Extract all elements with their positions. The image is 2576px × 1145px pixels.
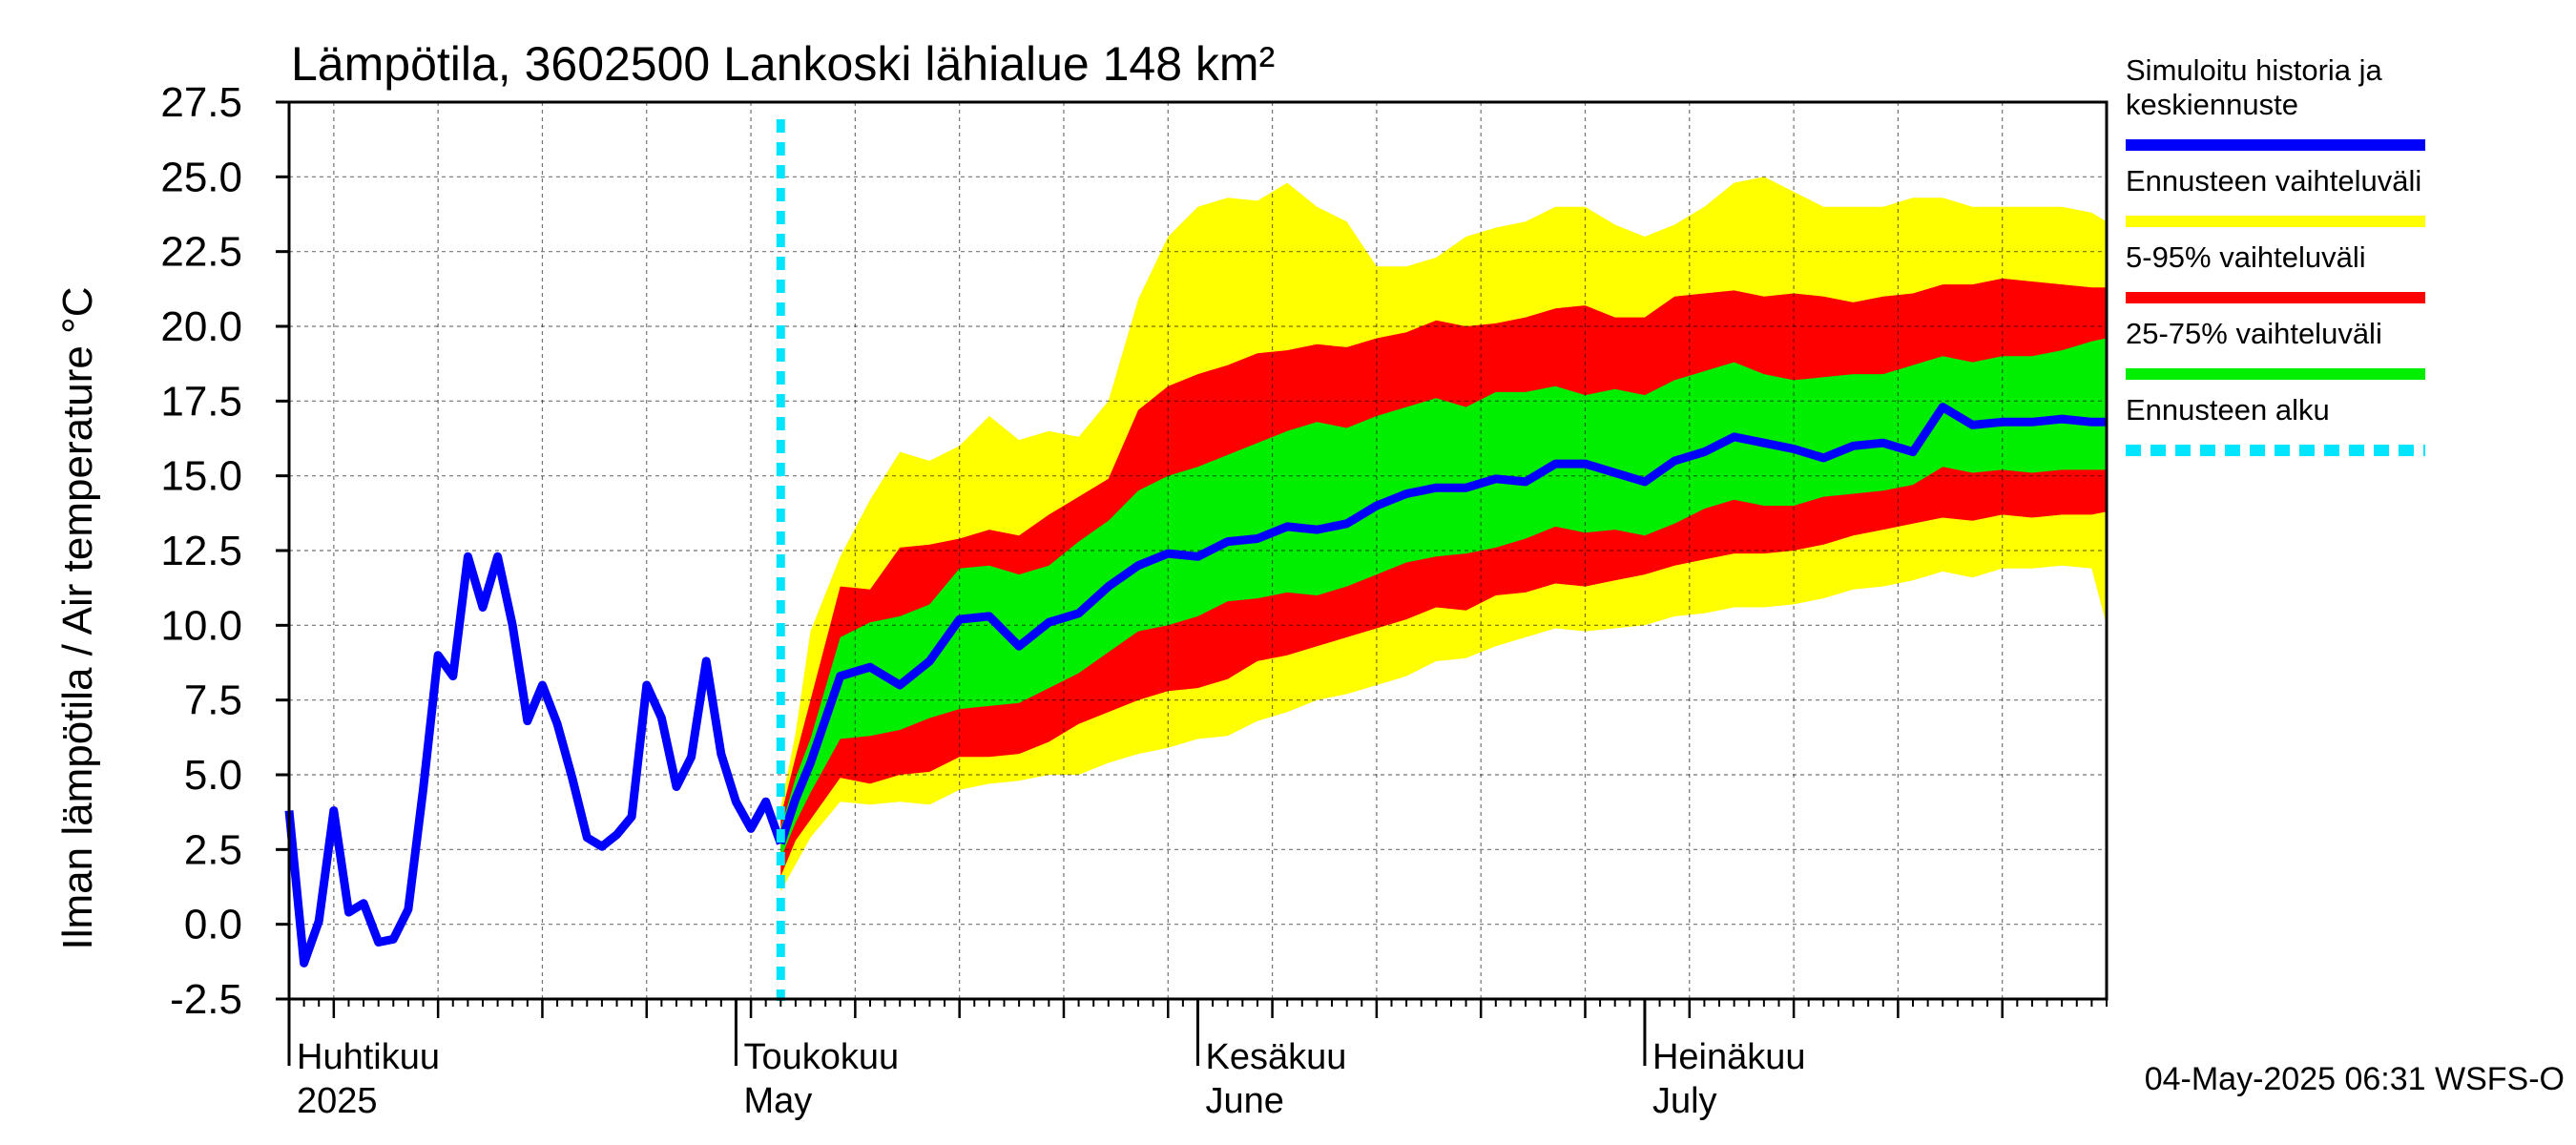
y-tick-label: 22.5 xyxy=(160,229,242,276)
footer-timestamp: 04-May-2025 06:31 WSFS-O xyxy=(2145,1061,2565,1097)
y-tick-label: 10.0 xyxy=(160,602,242,649)
y-tick-label: 2.5 xyxy=(184,826,242,873)
month-label-fi: Heinäkuu xyxy=(1652,1037,1806,1077)
y-tick-label: 0.0 xyxy=(184,902,242,948)
forecast-mean-line xyxy=(777,403,2107,845)
y-tick-label: 5.0 xyxy=(184,752,242,799)
y-tick-label: 25.0 xyxy=(160,154,242,200)
y-tick-label: -2.5 xyxy=(170,976,242,1023)
legend-label: Ennusteen vaihteluväli xyxy=(2126,164,2421,198)
legend-label: 25-75% vaihteluväli xyxy=(2126,317,2382,350)
chart-title: Lämpötila, 3602500 Lankoski lähialue 148… xyxy=(291,37,1275,91)
month-label-fi: Huhtikuu xyxy=(297,1037,440,1077)
band-25-75 xyxy=(780,338,2107,859)
y-tick-label: 15.0 xyxy=(160,453,242,500)
month-label-en: 2025 xyxy=(297,1081,378,1121)
month-label-fi: Kesäkuu xyxy=(1206,1037,1347,1077)
forecast-bands xyxy=(780,177,2107,892)
y-tick-label: 7.5 xyxy=(184,677,242,724)
legend-label: keskiennuste xyxy=(2126,88,2298,121)
series-lines xyxy=(284,119,2107,1001)
legend-label: 5-95% vaihteluväli xyxy=(2126,240,2366,274)
y-tick-label: 27.5 xyxy=(160,79,242,126)
month-label-en: June xyxy=(1206,1081,1284,1121)
y-tick-label: 20.0 xyxy=(160,303,242,350)
month-label-en: July xyxy=(1652,1081,1717,1121)
legend-label: Ennusteen alku xyxy=(2126,393,2330,427)
month-label-en: May xyxy=(743,1081,812,1121)
legend-label: Simuloitu historia ja xyxy=(2126,53,2383,87)
y-tick-label: 17.5 xyxy=(160,378,242,425)
y-axis-label: Ilman lämpötila / Air temperature °C xyxy=(54,287,101,950)
y-tick-label: 12.5 xyxy=(160,528,242,574)
month-label-fi: Toukokuu xyxy=(743,1037,899,1077)
history-line xyxy=(284,552,785,968)
y-axis-ticks: 27.5 25.0 22.5 20.0 17.5 15.0 12.5 10.0 7.5 5.0 2.… xyxy=(160,79,289,1023)
